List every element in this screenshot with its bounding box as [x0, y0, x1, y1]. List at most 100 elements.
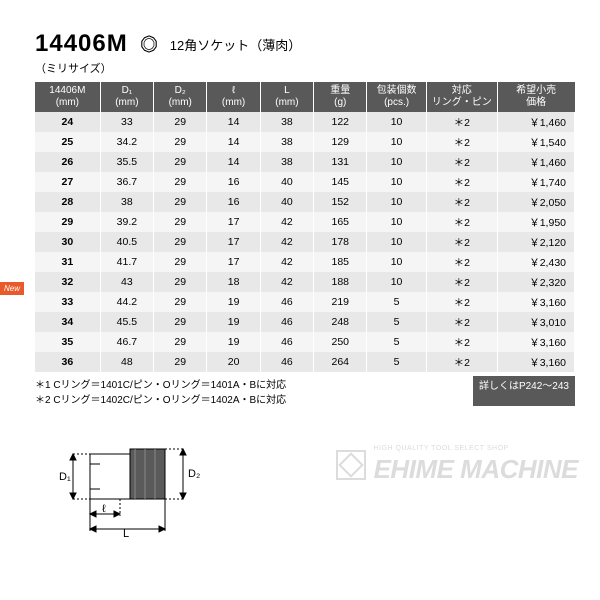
table-cell: 122 [314, 112, 367, 132]
svg-text:D₂: D₂ [188, 468, 200, 480]
note-1: ＊1 Cリング＝1401C/ピン・Oリング＝1401A・Bに対応 [35, 376, 286, 391]
table-cell: 10 [367, 172, 426, 192]
table-cell: ￥1,460 [497, 112, 574, 132]
table-cell: 5 [367, 332, 426, 352]
table-cell: 42 [260, 252, 313, 272]
column-header: ℓ(mm) [207, 82, 260, 112]
table-cell: 40 [260, 172, 313, 192]
table-cell: ＊2 [426, 132, 497, 152]
spec-table: 14406M(mm)D₁(mm)D₂(mm)ℓ(mm)L(mm)重量(g)包装個… [35, 82, 575, 372]
socket-icon [140, 35, 158, 53]
svg-text:D₁: D₁ [59, 471, 71, 483]
table-cell: 248 [314, 312, 367, 332]
table-cell: 24 [35, 112, 100, 132]
table-cell: 16 [207, 192, 260, 212]
table-cell: 10 [367, 212, 426, 232]
table-cell: ￥3,010 [497, 312, 574, 332]
table-cell: 29 [154, 292, 207, 312]
table-cell: 165 [314, 212, 367, 232]
table-cell: ＊2 [426, 352, 497, 372]
table-cell: 185 [314, 252, 367, 272]
table-cell: 10 [367, 192, 426, 212]
table-cell: 42 [260, 212, 313, 232]
table-row: 283829164015210＊2￥2,050 [35, 192, 575, 212]
table-cell: 46 [260, 352, 313, 372]
table-cell: 152 [314, 192, 367, 212]
table-cell: 188 [314, 272, 367, 292]
table-cell: 10 [367, 252, 426, 272]
table-cell: 34.2 [100, 132, 153, 152]
table-cell: 129 [314, 132, 367, 152]
table-cell: 46.7 [100, 332, 153, 352]
table-cell: 27 [35, 172, 100, 192]
table-cell: 34 [35, 312, 100, 332]
table-cell: 145 [314, 172, 367, 192]
table-cell: 46 [260, 332, 313, 352]
table-cell: ￥3,160 [497, 292, 574, 312]
table-cell: 42 [260, 272, 313, 292]
table-cell: ＊2 [426, 232, 497, 252]
table-cell: ￥3,160 [497, 332, 574, 352]
table-cell: 17 [207, 232, 260, 252]
column-header: D₁(mm) [100, 82, 153, 112]
watermark-icon [334, 448, 368, 482]
watermark: HIGH QUALITY TOOL SELECT SHOP EHIME MACH… [334, 445, 578, 485]
table-cell: 10 [367, 132, 426, 152]
table-row: 2939.229174216510＊2￥1,950 [35, 212, 575, 232]
table-row: 3040.529174217810＊2￥2,120 [35, 232, 575, 252]
table-cell: 219 [314, 292, 367, 312]
table-cell: ＊2 [426, 152, 497, 172]
table-cell: ＊2 [426, 112, 497, 132]
header: 14406M 12角ソケット（薄肉） [35, 30, 575, 58]
table-cell: 20 [207, 352, 260, 372]
table-cell: 38 [260, 132, 313, 152]
table-cell: 19 [207, 332, 260, 352]
table-cell: 18 [207, 272, 260, 292]
table-cell: 38 [260, 112, 313, 132]
column-header: 重量(g) [314, 82, 367, 112]
table-cell: 36 [35, 352, 100, 372]
table-cell: 46 [260, 292, 313, 312]
table-cell: ￥2,320 [497, 272, 574, 292]
table-cell: ＊2 [426, 192, 497, 212]
table-cell: 10 [367, 232, 426, 252]
table-cell: 43 [100, 272, 153, 292]
table-cell: 33 [100, 112, 153, 132]
table-cell: 45.5 [100, 312, 153, 332]
table-cell: 17 [207, 252, 260, 272]
table-cell: 46 [260, 312, 313, 332]
table-cell: ￥2,430 [497, 252, 574, 272]
table-cell: 264 [314, 352, 367, 372]
table-row: 3344.22919462195＊2￥3,160 [35, 292, 575, 312]
table-cell: 10 [367, 152, 426, 172]
table-cell: 178 [314, 232, 367, 252]
table-cell: 250 [314, 332, 367, 352]
table-row: 2534.229143812910＊2￥1,540 [35, 132, 575, 152]
table-cell: ＊2 [426, 272, 497, 292]
table-cell: 131 [314, 152, 367, 172]
table-row: 324329184218810＊2￥2,320 [35, 272, 575, 292]
table-cell: 35 [35, 332, 100, 352]
detail-ref: 詳しくはP242～243 [473, 376, 575, 406]
table-cell: ＊2 [426, 312, 497, 332]
table-row: 3141.729174218510＊2￥2,430 [35, 252, 575, 272]
table-cell: 28 [35, 192, 100, 212]
column-header: D₂(mm) [154, 82, 207, 112]
table-cell: 19 [207, 312, 260, 332]
table-cell: 5 [367, 292, 426, 312]
socket-label: 12角ソケット（薄肉） [170, 35, 301, 54]
table-row: 3445.52919462485＊2￥3,010 [35, 312, 575, 332]
table-cell: 36.7 [100, 172, 153, 192]
table-cell: ＊2 [426, 332, 497, 352]
table-cell: 26 [35, 152, 100, 172]
table-cell: 29 [154, 112, 207, 132]
table-cell: 25 [35, 132, 100, 152]
table-cell: ￥1,540 [497, 132, 574, 152]
table-cell: 5 [367, 352, 426, 372]
note-2: ＊2 Cリング＝1402C/ピン・Oリング＝1402A・Bに対応 [35, 391, 286, 406]
column-header: 14406M(mm) [35, 82, 100, 112]
table-cell: 41.7 [100, 252, 153, 272]
table-cell: 14 [207, 112, 260, 132]
table-cell: ＊2 [426, 212, 497, 232]
column-header: L(mm) [260, 82, 313, 112]
